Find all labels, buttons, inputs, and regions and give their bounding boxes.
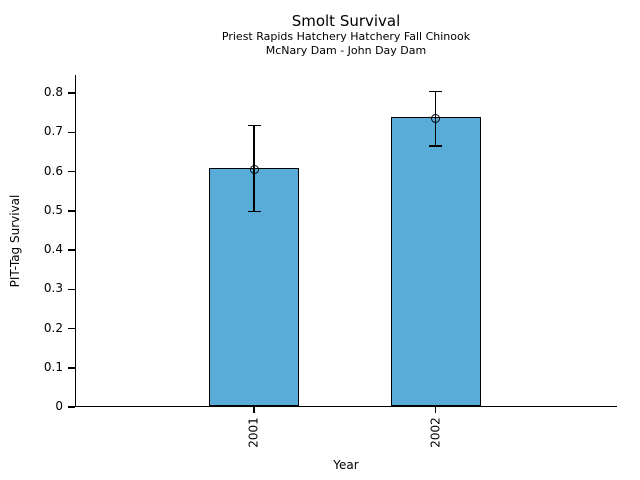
mean-marker [249, 164, 259, 174]
chart-title: Smolt Survival [291, 12, 401, 30]
error-bar-cap [429, 90, 442, 93]
y-tick-label: 0 [55, 399, 63, 413]
mean-marker [431, 113, 440, 123]
title-block: Smolt Survival Priest Rapids Hatchery Ha… [75, 12, 617, 58]
y-tick [67, 170, 75, 173]
plot-area: 0 0.1 0.2 0.3 0.4 0.5 0.6 0.7 0.8 2001 2002 [44, 75, 617, 448]
error-bar-cap [429, 145, 442, 147]
y-tick-label: 0.2 [43, 320, 63, 335]
x-tick-label: 2002 [428, 417, 442, 448]
y-tick-label: 0.3 [43, 281, 63, 296]
error-bar-cap [247, 210, 261, 213]
y-tick-label: 0.1 [43, 359, 63, 374]
y-tick [67, 92, 75, 94]
y-tick-label: 0.8 [43, 85, 63, 100]
x-axis-label: Year [333, 458, 359, 472]
y-tick [67, 288, 75, 291]
y-tick [67, 131, 75, 134]
y-tick-label: 0.7 [43, 124, 63, 139]
error-bar-cap [247, 124, 261, 127]
y-tick [67, 406, 75, 408]
bar [390, 117, 481, 406]
y-axis-label: PIT-Tag Survival [8, 194, 22, 288]
x-tick-label: 2001 [246, 417, 261, 448]
y-tick-label: 0.5 [43, 202, 63, 217]
x-tick [434, 407, 437, 413]
y-tick-label: 0.6 [43, 163, 63, 178]
y-tick [67, 210, 75, 212]
chart-subtitle-line2: McNary Dam - John Day Dam [265, 44, 427, 57]
chart-subtitle-line1: Priest Rapids Hatchery Hatchery Fall Chi… [221, 30, 471, 43]
y-tick [67, 367, 75, 369]
y-tick-label: 0.4 [43, 242, 63, 257]
x-tick [253, 407, 255, 413]
y-tick [67, 249, 75, 251]
y-tick [67, 327, 75, 330]
